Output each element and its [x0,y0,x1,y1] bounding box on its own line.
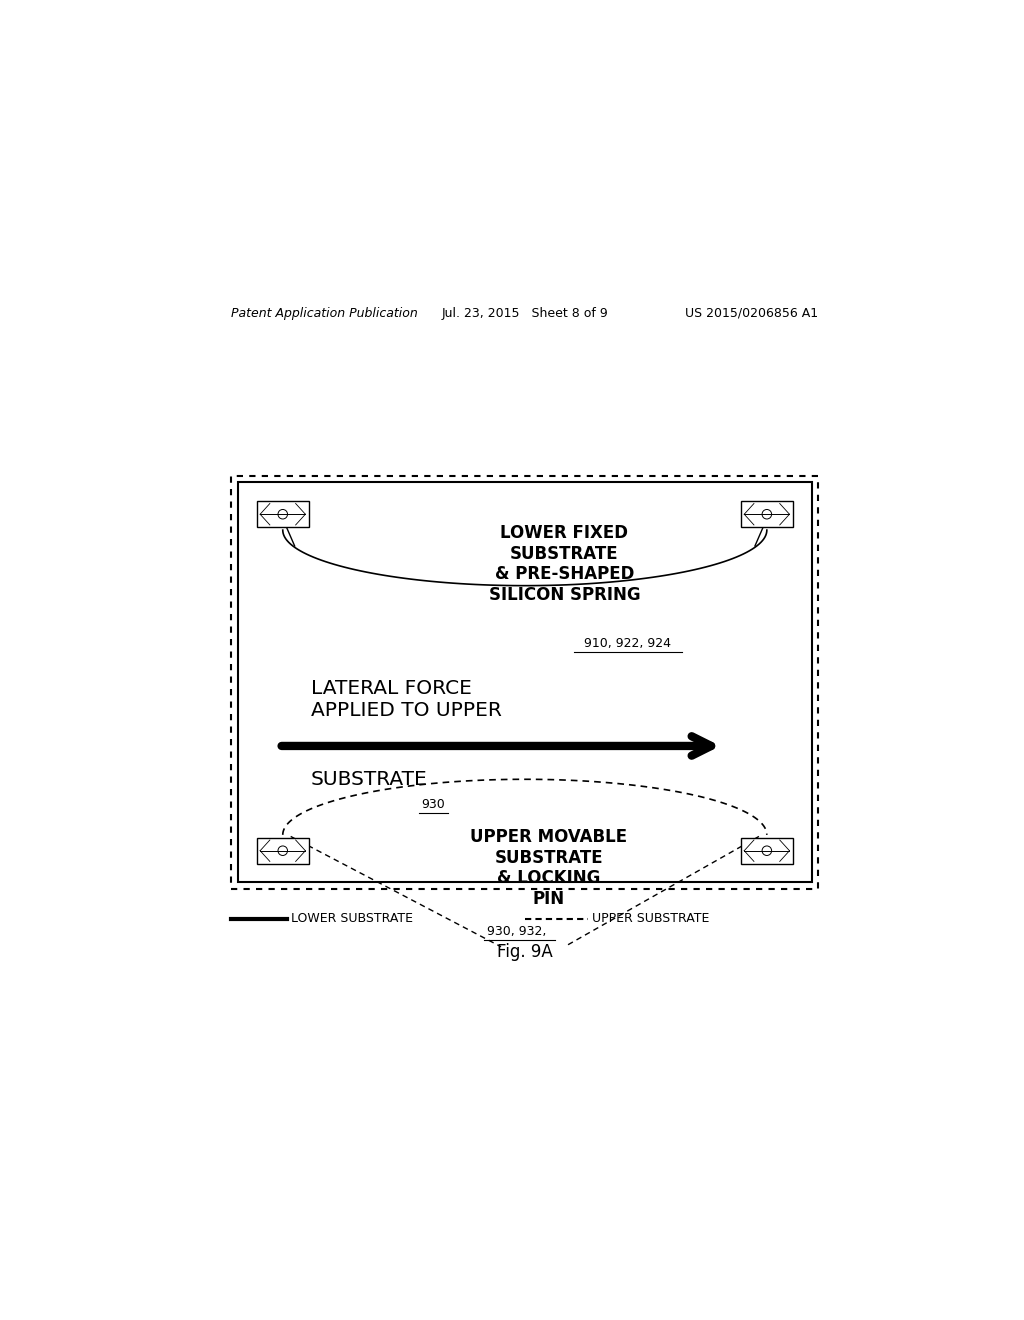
Text: 910, 922, 924: 910, 922, 924 [585,636,672,649]
Text: 930, 932,: 930, 932, [487,925,547,937]
Text: Patent Application Publication: Patent Application Publication [231,308,418,319]
Text: SUBSTRATE: SUBSTRATE [310,770,427,789]
Text: UPPER SUBSTRATE: UPPER SUBSTRATE [592,912,710,925]
Polygon shape [257,838,308,863]
Text: 930: 930 [422,797,445,810]
Text: LOWER FIXED
SUBSTRATE
& PRE-SHAPED
SILICON SPRING: LOWER FIXED SUBSTRATE & PRE-SHAPED SILIC… [488,524,640,605]
Text: UPPER MOVABLE
SUBSTRATE
& LOCKING
PIN: UPPER MOVABLE SUBSTRATE & LOCKING PIN [470,828,627,908]
Polygon shape [741,838,793,863]
Text: US 2015/0206856 A1: US 2015/0206856 A1 [685,308,818,319]
Text: LOWER SUBSTRATE: LOWER SUBSTRATE [291,912,413,925]
Polygon shape [741,502,793,527]
Text: Jul. 23, 2015   Sheet 8 of 9: Jul. 23, 2015 Sheet 8 of 9 [441,308,608,319]
Text: Fig. 9A: Fig. 9A [497,944,553,961]
Polygon shape [257,502,308,527]
Text: LATERAL FORCE
APPLIED TO UPPER: LATERAL FORCE APPLIED TO UPPER [310,678,502,719]
